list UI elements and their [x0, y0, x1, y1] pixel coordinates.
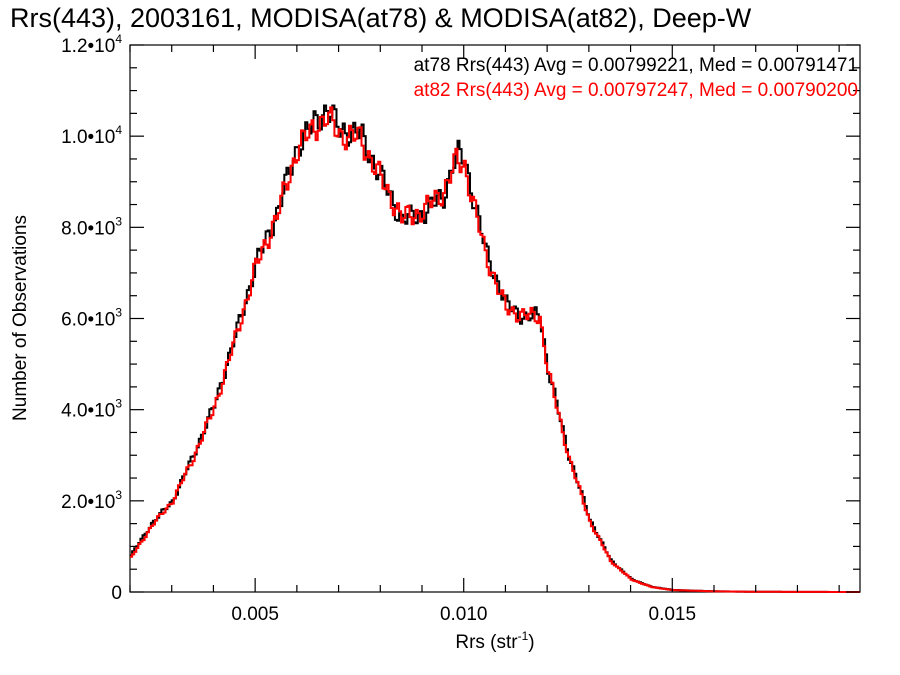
y-tick-label-exponent: 4 — [115, 123, 122, 137]
series-line-1 — [130, 106, 860, 593]
legend-annotation-at82: at82 Rrs(443) Avg = 0.00797247, Med = 0.… — [414, 80, 858, 101]
x-ticks: 0.005 0.010 0.015 — [129, 45, 840, 625]
x-axis-label: Rrs (str-1) — [455, 629, 534, 653]
y-tick-label-mantissa: 4.0•10 — [61, 401, 115, 422]
legend-annotation-at78: at78 Rrs(443) Avg = 0.00799221, Med = 0.… — [414, 55, 858, 76]
y-tick-label: 6.0•103 — [61, 306, 122, 331]
y-tick-label-mantissa: 8.0•10 — [61, 218, 115, 239]
y-tick-label-mantissa: 2.0•10 — [61, 492, 115, 513]
x-tick-label: 0.015 — [649, 604, 697, 625]
y-tick-label: 8.0•103 — [61, 214, 122, 239]
y-tick-label-exponent: 3 — [115, 397, 122, 411]
x-axis-label-exponent: -1 — [518, 629, 529, 643]
x-tick-label: 0.010 — [440, 604, 488, 625]
x-axis-label-main: Rrs (str — [455, 632, 518, 653]
series-line-0 — [130, 104, 860, 593]
x-tick-label: 0.005 — [231, 604, 279, 625]
y-tick-label-mantissa: 1.2•10 — [61, 36, 115, 57]
y-tick-label: 0 — [111, 583, 122, 604]
chart-title: Rrs(443), 2003161, MODISA(at78) & MODISA… — [10, 3, 752, 33]
y-tick-label: 4.0•103 — [61, 397, 122, 422]
y-tick-label-exponent: 3 — [115, 214, 122, 228]
y-tick-label: 2.0•103 — [61, 488, 122, 513]
y-tick-label-exponent: 3 — [115, 306, 122, 320]
x-axis-label-close: ) — [528, 632, 534, 653]
y-tick-label-mantissa: 6.0•10 — [61, 310, 115, 331]
y-tick-label-exponent: 3 — [115, 488, 122, 502]
y-tick-label-exponent: 4 — [115, 32, 122, 46]
y-axis-label: Number of Observations — [10, 215, 31, 421]
y-tick-label: 1.2•104 — [61, 32, 122, 57]
y-tick-label-mantissa: 1.0•10 — [61, 127, 115, 148]
y-tick-label-mantissa: 0 — [111, 583, 122, 604]
y-tick-label: 1.0•104 — [61, 123, 122, 148]
y-ticks: 02.0•1034.0•1036.0•1038.0•1031.0•1041.2•… — [61, 32, 860, 604]
series-layer — [130, 104, 860, 593]
